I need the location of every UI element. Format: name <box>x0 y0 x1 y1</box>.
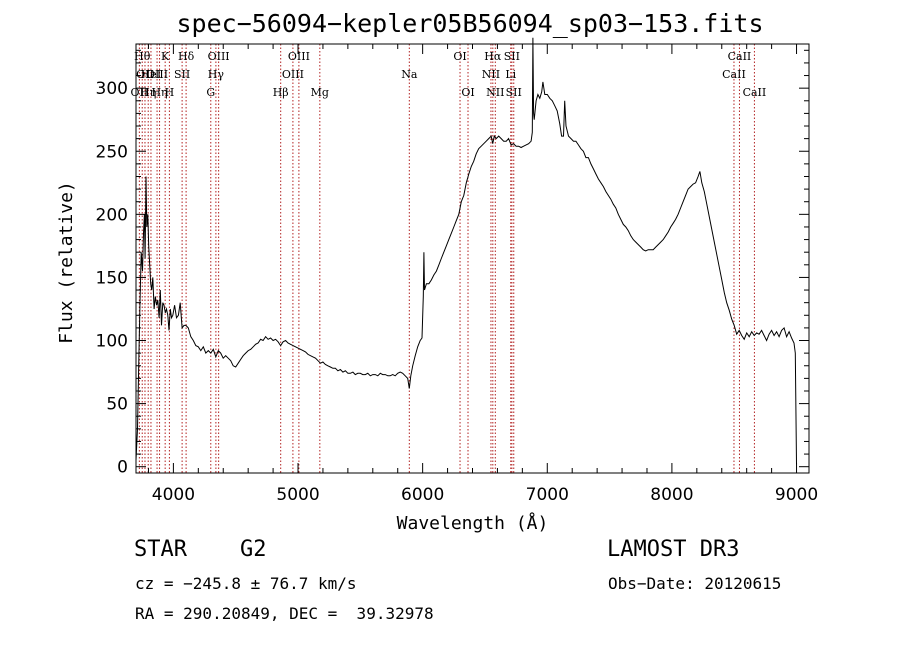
line-marker-label: Hβ <box>273 86 289 99</box>
line-marker-label: Hδ <box>178 50 195 63</box>
survey-name: LAMOST DR3 <box>607 537 740 562</box>
y-tick-label: 100 <box>96 332 128 352</box>
line-marker-label: OIII <box>208 50 230 63</box>
line-marker-label: K <box>161 50 170 63</box>
x-tick-label: 8000 <box>650 485 693 505</box>
y-tick-label: 300 <box>96 79 128 99</box>
spectrum-line <box>135 37 797 465</box>
axis-tick-labels: 4000 5000 6000 7000 8000 9000 0 50 100 150 200 250 3… <box>96 79 819 505</box>
line-marker-label: SII <box>506 86 522 99</box>
observation-date: Obs−Date: 20120615 <box>608 574 782 593</box>
line-marker-label: Hη <box>140 86 156 99</box>
line-marker-label: SII <box>174 68 190 81</box>
y-tick-label: 250 <box>96 142 128 162</box>
chart-title: spec−56094−kepler05B56094_sp03−153.fits <box>176 9 764 38</box>
line-marker-label: CaII <box>728 50 752 63</box>
line-marker-label: OIII <box>282 68 304 81</box>
line-marker-labels: OIIHθOIIHηHeIOIIIHηKHSIIHδGHγOIIIHβOIIIO… <box>131 50 767 99</box>
line-marker-label: G <box>206 86 215 99</box>
line-marker-label: Hα <box>484 50 502 63</box>
x-tick-label: 5000 <box>276 485 319 505</box>
line-marker-label: OI <box>461 86 474 99</box>
y-axis-label: Flux (relative) <box>56 181 77 344</box>
line-marker-label: Mg <box>311 86 329 99</box>
y-tick-label: 150 <box>96 268 128 288</box>
y-tick-label: 200 <box>96 205 128 225</box>
x-tick-label: 7000 <box>526 485 569 505</box>
plot-frame <box>135 43 810 474</box>
x-tick-label: 4000 <box>152 485 195 505</box>
line-marker-label: Hγ <box>208 68 225 81</box>
y-tick-label: 50 <box>106 395 128 415</box>
line-marker-label: Hθ <box>134 50 151 63</box>
line-marker-label: H <box>165 86 175 99</box>
x-axis-label: Wavelength (Å) <box>397 512 549 534</box>
ra-dec-coordinates: RA = 290.20849, DEC = 39.32978 <box>135 604 434 623</box>
line-marker-label: OIII <box>146 68 168 81</box>
line-marker-label: Hη <box>151 86 167 99</box>
line-marker-label: CaII <box>743 86 767 99</box>
object-class: STAR G2 <box>134 537 267 562</box>
y-tick-label: 0 <box>117 458 128 478</box>
line-marker-label: CaII <box>722 68 746 81</box>
x-tick-label: 6000 <box>401 485 444 505</box>
line-marker-label: Na <box>401 68 418 81</box>
axis-ticks <box>136 44 809 473</box>
line-marker-label: HeI <box>141 68 161 81</box>
line-marker-label: NII <box>486 86 504 99</box>
line-marker-label: OII <box>136 68 154 81</box>
line-marker-label: NII <box>482 68 500 81</box>
line-marker-label: Li <box>505 68 516 81</box>
line-marker-label: OII <box>131 86 149 99</box>
line-marker-label: SII <box>504 50 520 63</box>
line-marker-label: OI <box>453 50 466 63</box>
redshift-cz: cz = −245.8 ± 76.7 km/s <box>135 574 357 593</box>
line-markers <box>138 44 755 473</box>
x-tick-label: 9000 <box>775 485 818 505</box>
line-marker-label: OIII <box>288 50 310 63</box>
